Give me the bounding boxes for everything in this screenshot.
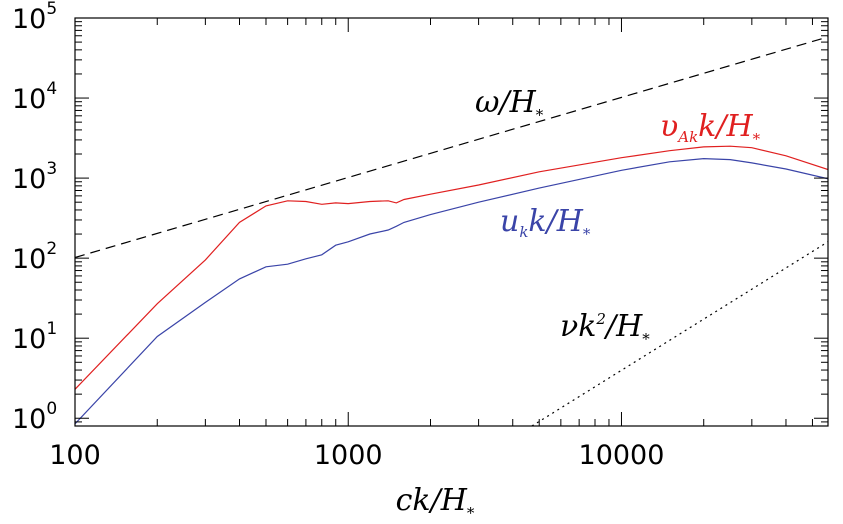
x-tick-label: 1000 bbox=[314, 440, 383, 471]
annotations: ck/H* ω/H* υAkk/H* ukk/H* νk2/H* bbox=[396, 85, 761, 522]
x-axis-label: ck/H* bbox=[396, 483, 475, 522]
axes: 100 1000 10000 100 101 102 103 104 105 bbox=[12, 0, 829, 471]
y-tick-label: 100 bbox=[12, 399, 57, 435]
x-tick-label: 10000 bbox=[579, 440, 665, 471]
alfven-curve bbox=[75, 145, 828, 390]
plot-frame bbox=[74, 17, 829, 427]
plot-area bbox=[75, 36, 828, 426]
omega-curve bbox=[75, 36, 828, 259]
viscous-curve bbox=[531, 241, 828, 426]
y-tick-label: 102 bbox=[12, 239, 57, 275]
y-tick-label: 101 bbox=[12, 319, 57, 355]
y-tick-label: 104 bbox=[12, 79, 57, 115]
omega-curve-label: ω/H* bbox=[475, 85, 544, 124]
velocity-curve bbox=[75, 157, 828, 425]
y-tick-label: 105 bbox=[12, 0, 57, 35]
y-tick-label: 103 bbox=[12, 159, 57, 195]
viscous-curve-label: νk2/H* bbox=[560, 309, 650, 348]
x-tick-label: 100 bbox=[49, 440, 101, 471]
curves bbox=[75, 36, 828, 426]
alfven-curve-label: υAkk/H* bbox=[660, 109, 761, 148]
velocity-curve-label: ukk/H* bbox=[500, 204, 591, 243]
